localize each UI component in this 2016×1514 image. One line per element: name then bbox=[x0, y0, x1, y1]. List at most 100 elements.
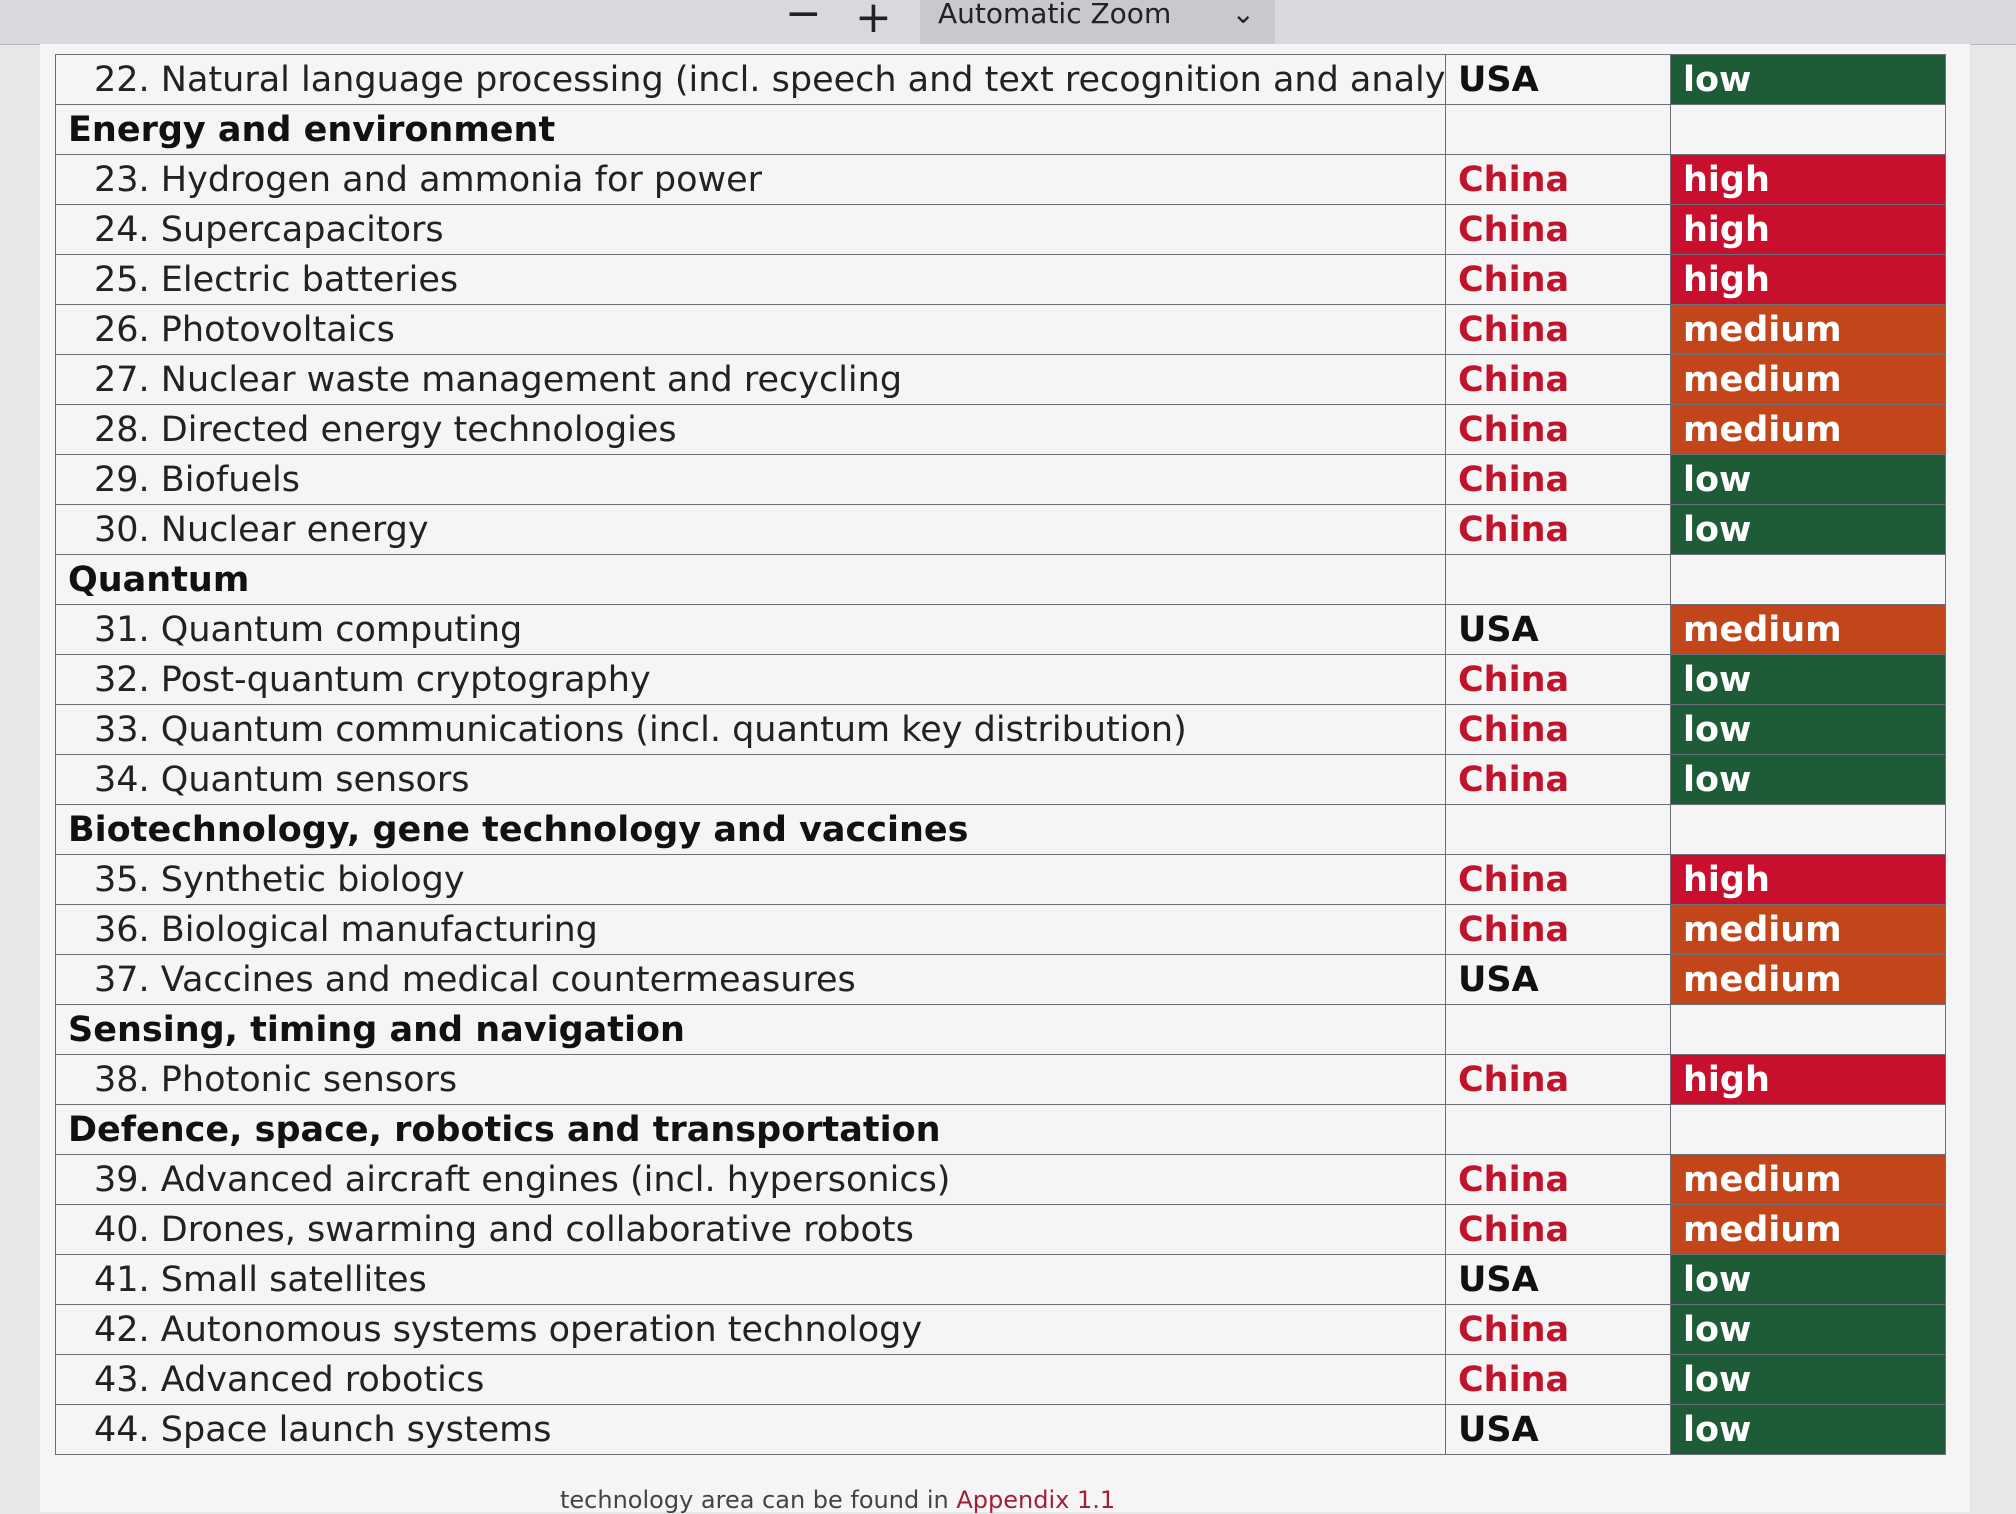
note-text: technology area can be found in bbox=[560, 1486, 949, 1514]
technology-table: 22. Natural language processing (incl. s… bbox=[55, 54, 1946, 1455]
risk-level: medium bbox=[1670, 304, 1946, 355]
risk-level: medium bbox=[1670, 354, 1946, 405]
risk-level: low bbox=[1670, 1354, 1946, 1405]
table-row: 31. Quantum computing USA medium bbox=[55, 604, 1946, 655]
technology: 30. Nuclear energy bbox=[55, 504, 1446, 555]
country: China bbox=[1445, 454, 1671, 505]
caret: ⌄ bbox=[1231, 0, 1255, 30]
country: USA bbox=[1445, 54, 1671, 105]
country: China bbox=[1445, 854, 1671, 905]
country: China bbox=[1445, 404, 1671, 455]
toolbar: − + Automatic Zoom ⌄ bbox=[0, 0, 2016, 45]
section-heading: Defence, space, robotics and transportat… bbox=[55, 1104, 1446, 1155]
empty-cell bbox=[1445, 1104, 1671, 1155]
section-heading: Energy and environment bbox=[55, 104, 1446, 155]
section-heading: Biotechnology, gene technology and vacci… bbox=[55, 804, 1446, 855]
risk-level: high bbox=[1670, 204, 1946, 255]
risk-level: low bbox=[1670, 454, 1946, 505]
table-row: 24. Supercapacitors China high bbox=[55, 204, 1946, 255]
section-heading: Quantum bbox=[55, 554, 1446, 605]
table-row: Defence, space, robotics and transportat… bbox=[55, 1104, 1946, 1155]
technology: 38. Photonic sensors bbox=[55, 1054, 1446, 1105]
technology: 32. Post-quantum cryptography bbox=[55, 654, 1446, 705]
document-page: 22. Natural language processing (incl. s… bbox=[40, 44, 1970, 1512]
risk-level: medium bbox=[1670, 1154, 1946, 1205]
table-row: 32. Post-quantum cryptography China low bbox=[55, 654, 1946, 705]
table-row: 42. Autonomous systems operation technol… bbox=[55, 1304, 1946, 1355]
table-row: 37. Vaccines and medical countermeasures… bbox=[55, 954, 1946, 1005]
risk-level: high bbox=[1670, 854, 1946, 905]
zoom-label: Automatic Zoom bbox=[938, 0, 1172, 30]
empty-cell bbox=[1670, 104, 1946, 155]
empty-cell bbox=[1445, 554, 1671, 605]
empty-cell bbox=[1445, 804, 1671, 855]
empty-cell bbox=[1670, 1004, 1946, 1055]
country: China bbox=[1445, 304, 1671, 355]
technology: 44. Space launch systems bbox=[55, 1404, 1446, 1455]
country: China bbox=[1445, 904, 1671, 955]
table-row: 40. Drones, swarming and collaborative r… bbox=[55, 1204, 1946, 1255]
risk-level: high bbox=[1670, 154, 1946, 205]
technology: 23. Hydrogen and ammonia for power bbox=[55, 154, 1446, 205]
technology: 42. Autonomous systems operation technol… bbox=[55, 1304, 1446, 1355]
table-row: 33. Quantum communications (incl. quantu… bbox=[55, 704, 1946, 755]
table-row: Sensing, timing and navigation bbox=[55, 1004, 1946, 1055]
country: China bbox=[1445, 1204, 1671, 1255]
country: China bbox=[1445, 1354, 1671, 1405]
country: China bbox=[1445, 704, 1671, 755]
zoom-in[interactable]: + bbox=[855, 0, 892, 43]
country: China bbox=[1445, 654, 1671, 705]
risk-level: low bbox=[1670, 754, 1946, 805]
table-row: 30. Nuclear energy China low bbox=[55, 504, 1946, 555]
table-row: 35. Synthetic biology China high bbox=[55, 854, 1946, 905]
technology: 34. Quantum sensors bbox=[55, 754, 1446, 805]
technology: 22. Natural language processing (incl. s… bbox=[55, 54, 1446, 105]
country: China bbox=[1445, 154, 1671, 205]
empty-cell bbox=[1445, 1004, 1671, 1055]
table-row: 22. Natural language processing (incl. s… bbox=[55, 54, 1946, 105]
appendix-link[interactable]: Appendix 1.1 bbox=[956, 1486, 1116, 1514]
table-row: 23. Hydrogen and ammonia for power China h… bbox=[55, 154, 1946, 205]
technology: 27. Nuclear waste management and recycli… bbox=[55, 354, 1446, 405]
table-row: 43. Advanced robotics China low bbox=[55, 1354, 1946, 1405]
country: China bbox=[1445, 354, 1671, 405]
risk-level: low bbox=[1670, 654, 1946, 705]
country: China bbox=[1445, 204, 1671, 255]
table-row: Biotechnology, gene technology and vacci… bbox=[55, 804, 1946, 855]
technology: 41. Small satellites bbox=[55, 1254, 1446, 1305]
empty-cell bbox=[1445, 104, 1671, 155]
technology: 28. Directed energy technologies bbox=[55, 404, 1446, 455]
table-row: 36. Biological manufacturing China medium bbox=[55, 904, 1946, 955]
technology: 43. Advanced robotics bbox=[55, 1354, 1446, 1405]
empty-cell bbox=[1670, 554, 1946, 605]
technology: 35. Synthetic biology bbox=[55, 854, 1446, 905]
table-row: 27. Nuclear waste management and recycli… bbox=[55, 354, 1946, 405]
country: USA bbox=[1445, 954, 1671, 1005]
table-body: 22. Natural language processing (incl. s… bbox=[55, 54, 1946, 1455]
risk-level: medium bbox=[1670, 904, 1946, 955]
technology: 26. Photovoltaics bbox=[55, 304, 1446, 355]
table-row: 39. Advanced aircraft engines (incl. hyp… bbox=[55, 1154, 1946, 1205]
country: China bbox=[1445, 1304, 1671, 1355]
technology: 39. Advanced aircraft engines (incl. hyp… bbox=[55, 1154, 1446, 1205]
empty-cell bbox=[1670, 804, 1946, 855]
country: USA bbox=[1445, 1254, 1671, 1305]
technology: 33. Quantum communications (incl. quantu… bbox=[55, 704, 1446, 755]
table-row: 41. Small satellites USA low bbox=[55, 1254, 1946, 1305]
zoom-out[interactable]: − bbox=[785, 0, 822, 39]
country: USA bbox=[1445, 1404, 1671, 1455]
table-row: 29. Biofuels China low bbox=[55, 454, 1946, 505]
zoom-select[interactable]: Automatic Zoom ⌄ bbox=[920, 0, 1275, 44]
technology: 36. Biological manufacturing bbox=[55, 904, 1446, 955]
risk-level: medium bbox=[1670, 954, 1946, 1005]
risk-level: high bbox=[1670, 254, 1946, 305]
technology: 24. Supercapacitors bbox=[55, 204, 1446, 255]
risk-level: high bbox=[1670, 1054, 1946, 1105]
risk-level: medium bbox=[1670, 1204, 1946, 1255]
technology: 40. Drones, swarming and collaborative r… bbox=[55, 1204, 1446, 1255]
risk-level: low bbox=[1670, 504, 1946, 555]
footer-note: technology area can be found in Appendix… bbox=[560, 1486, 1115, 1514]
technology: 31. Quantum computing bbox=[55, 604, 1446, 655]
section-heading: Sensing, timing and navigation bbox=[55, 1004, 1446, 1055]
